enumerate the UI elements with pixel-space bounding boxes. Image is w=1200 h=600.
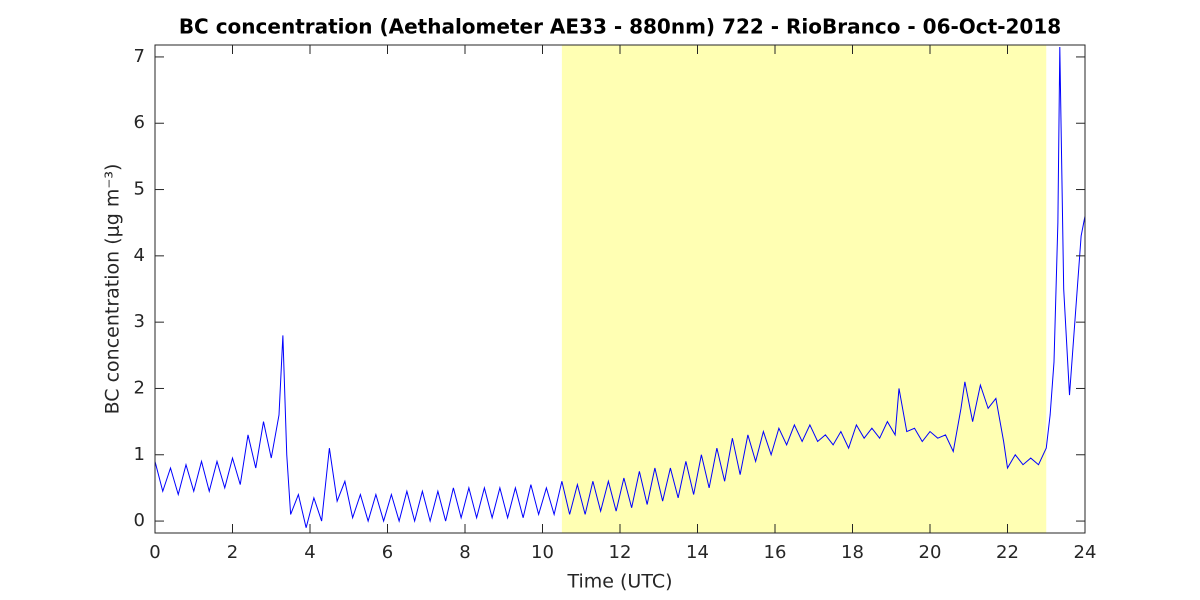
x-tick-label: 8 — [459, 542, 470, 563]
y-tick-label: 5 — [134, 179, 145, 200]
x-axis-label: Time (UTC) — [566, 571, 672, 593]
x-tick-label: 20 — [919, 542, 942, 563]
x-tick-label: 22 — [996, 542, 1019, 563]
x-tick-label: 10 — [531, 542, 554, 563]
y-tick-label: 2 — [134, 377, 145, 398]
highlight-layer — [561, 45, 1047, 533]
x-tick-label: 0 — [149, 542, 160, 563]
x-tick-label: 16 — [764, 542, 787, 563]
y-axis-label: BC concentration (μg m⁻³) — [102, 164, 124, 415]
x-tick-label: 24 — [1074, 542, 1097, 563]
data-line — [155, 46, 1085, 528]
line-layer — [155, 46, 1085, 528]
x-tick-label: 12 — [609, 542, 632, 563]
y-tick-label: 7 — [134, 46, 145, 67]
x-tick-label: 18 — [841, 542, 864, 563]
y-tick-label: 6 — [134, 112, 145, 133]
x-tick-label: 2 — [227, 542, 238, 563]
x-tick-label: 14 — [686, 542, 709, 563]
x-tick-label: 6 — [382, 542, 393, 563]
highlight-band — [561, 45, 1047, 533]
x-tick-label: 4 — [304, 542, 315, 563]
y-tick-label: 3 — [134, 311, 145, 332]
y-tick-label: 1 — [134, 444, 145, 465]
chart-title: BC concentration (Aethalometer AE33 - 88… — [179, 15, 1061, 39]
y-tick-label: 4 — [134, 245, 145, 266]
y-tick-label: 0 — [134, 510, 145, 531]
